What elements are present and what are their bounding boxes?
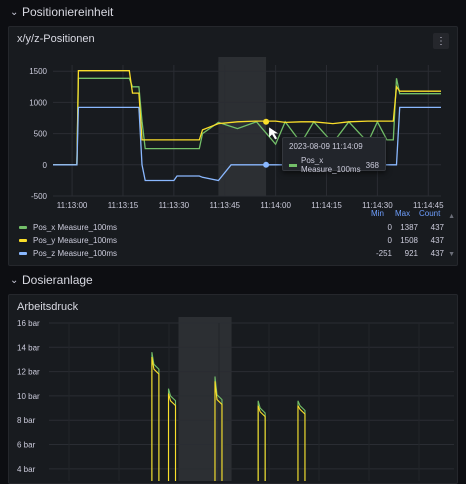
legend-count: 437	[430, 249, 444, 258]
pressure-pulse	[257, 405, 266, 481]
legend-item-pos-z[interactable]: Pos_z Measure_100ms -251 921 437	[19, 247, 444, 260]
legend-max: 1387	[400, 223, 418, 232]
pressure-chart[interactable]: 16 bar 14 bar 12 bar 10 bar 8 bar 6 bar 4 bar	[9, 317, 459, 481]
y-tick-label: 1500	[29, 67, 47, 76]
panel-positionen: x/y/z-Positionen ⋮ 1500 1000 500 0 -500 11:13…	[8, 26, 458, 266]
x-tick-label: 11:13:00	[57, 201, 88, 210]
y-tick-label: -500	[31, 192, 48, 201]
tooltip-swatch	[289, 163, 297, 167]
hover-point	[263, 161, 270, 168]
pressure-pulse	[214, 381, 223, 481]
y-tick-label: 4 bar	[17, 465, 36, 474]
tooltip-value: 368	[365, 160, 379, 170]
legend-max: 1508	[400, 236, 418, 245]
row-title: Dosieranlage	[22, 273, 93, 287]
y-tick-label: 16 bar	[17, 319, 40, 328]
legend-scroll-up-icon[interactable]: ▲	[448, 213, 455, 220]
x-tick-label: 11:13:45	[209, 201, 240, 210]
tooltip-series: Pos_x Measure_100ms	[301, 156, 361, 174]
positions-chart[interactable]: 1500 1000 500 0 -500 11:13:00 11:13:15 11:13:30…	[9, 51, 459, 231]
y-tick-label: 14 bar	[17, 343, 40, 352]
legend-min: 0	[387, 223, 392, 232]
x-tick-label: 11:14:45	[413, 201, 444, 210]
pressure-pulse	[151, 356, 160, 481]
x-tick-label: 11:14:15	[311, 201, 342, 210]
legend-label: Pos_z Measure_100ms	[33, 249, 118, 258]
y-tick-label: 500	[34, 130, 48, 139]
hover-point	[263, 118, 270, 125]
row-header-positioniereinheit[interactable]: ⌄ Positioniereinheit	[10, 2, 113, 22]
row-title: Positioniereinheit	[22, 5, 114, 19]
y-tick-label: 12 bar	[17, 368, 40, 377]
legend-header-min[interactable]: Min	[371, 209, 384, 218]
tooltip-row: Pos_x Measure_100ms 368	[289, 156, 379, 174]
legend-count: 437	[430, 236, 444, 245]
legend-scroll-down-icon[interactable]: ▼	[448, 251, 455, 258]
series-line	[53, 77, 441, 166]
legend-swatch	[19, 239, 27, 242]
highlight-region	[178, 317, 232, 481]
x-tick-label: 11:14:30	[362, 201, 393, 210]
legend-label: Pos_y Measure_100ms	[33, 236, 118, 245]
pressure-pulse	[297, 405, 306, 481]
y-tick-label: 0	[43, 161, 48, 170]
panel-title: Arbeitsdruck	[17, 301, 79, 313]
row-header-dosieranlage[interactable]: ⌄ Dosieranlage	[10, 270, 93, 290]
legend-min: 0	[387, 236, 392, 245]
chevron-down-icon: ⌄	[10, 274, 19, 286]
legend-swatch	[19, 252, 27, 255]
x-tick-label: 11:13:30	[159, 201, 190, 210]
legend-header-count[interactable]: Count	[419, 209, 441, 218]
legend-max: 921	[404, 249, 418, 258]
chevron-down-icon: ⌄	[10, 6, 19, 18]
mouse-cursor-icon	[269, 127, 279, 140]
x-tick-label: 11:14:00	[260, 201, 291, 210]
y-tick-label: 8 bar	[17, 416, 36, 425]
legend-count: 437	[430, 223, 444, 232]
panel-arbeitsdruck: Arbeitsdruck 16 bar 14 bar 12 bar 10 bar 8 b…	[8, 294, 458, 484]
legend-min: -251	[375, 249, 392, 258]
chart-tooltip: 2023-08-09 11:14:09 Pos_x Measure_100ms …	[282, 137, 386, 174]
legend-label: Pos_x Measure_100ms	[33, 223, 118, 232]
legend-header-max[interactable]: Max	[395, 209, 411, 218]
series-line	[53, 106, 441, 182]
legend-item-pos-x[interactable]: Pos_x Measure_100ms 0 1387 437	[19, 221, 444, 234]
legend-swatch	[19, 226, 27, 229]
y-tick-label: 1000	[29, 98, 47, 107]
y-tick-label: 10 bar	[17, 392, 40, 401]
tooltip-time: 2023-08-09 11:14:09	[289, 142, 363, 151]
x-tick-label: 11:13:15	[108, 201, 139, 210]
vertical-ellipsis-icon[interactable]: ⋮	[433, 33, 449, 49]
panel-title: x/y/z-Positionen	[17, 33, 95, 45]
legend-item-pos-y[interactable]: Pos_y Measure_100ms 0 1508 437	[19, 234, 444, 247]
y-tick-label: 6 bar	[17, 441, 36, 450]
pressure-pulse	[167, 393, 177, 481]
